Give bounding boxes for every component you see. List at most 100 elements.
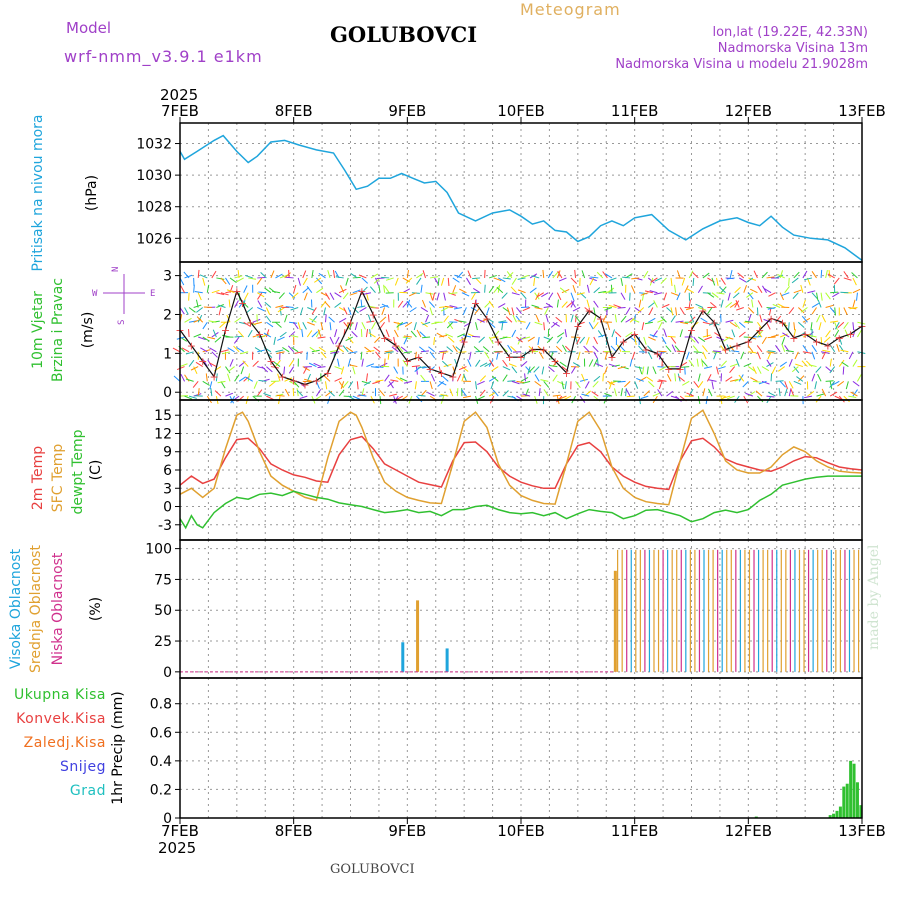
wind-arrow: [375, 379, 384, 382]
wind-arrow: [857, 329, 862, 338]
wind-arrow: [447, 336, 455, 343]
wind-arrow: [640, 395, 649, 400]
wind-arrow: [292, 388, 295, 397]
wind-arrow: [829, 307, 836, 314]
wind-arrow: [648, 336, 656, 341]
wind-arrow: [181, 347, 190, 353]
wind-arrow: [367, 314, 372, 323]
compass-east: E: [150, 289, 155, 299]
wind-arrow: [844, 329, 849, 338]
wind-arrow: [266, 366, 273, 373]
wind-arrow: [588, 359, 594, 367]
x-tick-label-top: 9FEB: [388, 102, 426, 120]
wind-arrow: [275, 305, 284, 308]
wind-arrow: [363, 292, 372, 295]
wind-speed-marker: +: [732, 340, 741, 353]
wind-arrow: [301, 329, 304, 338]
wind-arrow: [779, 292, 784, 301]
wind-arrow: [240, 351, 249, 355]
wind-arrow: [340, 366, 345, 375]
wind-arrow: [629, 292, 631, 301]
wind-arrow: [202, 380, 210, 386]
wind-arrow: [559, 287, 567, 294]
wind-arrow: [428, 346, 435, 353]
temp-line-2: [179, 409, 863, 506]
wind-arrow: [843, 321, 849, 330]
wind-arrow: [279, 307, 282, 316]
wind-arrow: [193, 333, 202, 338]
wind-arrow: [516, 380, 525, 384]
wind-arrow: [195, 361, 203, 367]
wind-arrow: [811, 307, 817, 315]
wind-arrow: [215, 373, 218, 382]
wind-arrow: [748, 366, 756, 372]
wind-arrow: [188, 307, 196, 313]
wind-arrow: [264, 287, 272, 294]
wind-arrow: [199, 274, 208, 279]
wind-arrow: [285, 306, 294, 308]
wind-arrow: [403, 335, 412, 338]
wind-arrow: [802, 299, 806, 308]
wind-arrow: [524, 373, 527, 382]
wind-arrow: [340, 381, 345, 390]
wind-arrow: [475, 322, 478, 331]
wind-arrow: [593, 359, 598, 367]
wind-arrow: [522, 380, 531, 384]
wind-arrow: [396, 321, 404, 328]
wind-arrow: [247, 329, 253, 338]
wind-speed-marker: +: [369, 308, 378, 321]
wind-arrow: [679, 307, 685, 315]
wind-arrow: [318, 346, 326, 353]
wind-arrow: [360, 351, 363, 360]
wind-arrow: [422, 336, 431, 339]
wind-arrow: [393, 366, 399, 374]
wind-arrow: [466, 277, 471, 286]
wind-arrow: [296, 388, 299, 397]
wind-arrow: [229, 359, 234, 367]
wind-arrow: [417, 394, 426, 397]
ylabel-cloud-1: Visoka Oblacnost: [8, 548, 24, 669]
wind-arrow: [576, 336, 581, 345]
wind-arrow: [561, 381, 565, 390]
wind-arrow: [425, 314, 430, 323]
wind-arrow: [852, 322, 855, 331]
y-tick-label: 0.6: [150, 725, 172, 741]
wind-speed-marker: +: [846, 328, 855, 341]
wind-arrow: [711, 292, 719, 298]
wind-arrow: [752, 366, 757, 374]
wind-arrow: [730, 379, 739, 382]
wind-arrow: [695, 303, 704, 308]
wind-arrow: [184, 374, 190, 382]
wind-arrow: [755, 390, 763, 397]
wind-arrow: [397, 345, 404, 353]
wind-arrow: [387, 380, 395, 387]
wind-arrow: [506, 307, 511, 316]
wind-arrow: [448, 292, 456, 296]
wind-arrow: [781, 344, 786, 352]
wind-arrow: [420, 374, 426, 382]
wind-arrow: [488, 300, 495, 308]
wind-arrow: [570, 366, 576, 374]
wind-arrow: [347, 358, 351, 367]
wind-arrow: [681, 366, 690, 368]
wind-arrow: [576, 292, 585, 296]
wind-speed-marker: +: [232, 285, 241, 298]
wind-arrow: [257, 300, 263, 308]
wind-arrow: [379, 389, 385, 397]
wind-speed-marker: +: [255, 328, 264, 341]
wind-arrow: [723, 336, 731, 342]
wind-arrow: [248, 277, 257, 280]
wind-arrow: [644, 321, 653, 325]
wind-arrow: [258, 379, 267, 382]
wind-arrow: [807, 290, 816, 294]
wind-arrow: [552, 394, 561, 397]
wind-arrow: [541, 366, 545, 375]
wind-arrow: [631, 318, 640, 323]
wind-arrow: [702, 351, 707, 360]
wind-arrow: [490, 381, 495, 390]
y-tick-label: 15: [154, 408, 172, 424]
wind-arrow: [304, 378, 312, 382]
wind-arrow: [422, 321, 431, 326]
wind-speed-marker: +: [380, 332, 389, 345]
wind-speed-marker: +: [653, 347, 662, 360]
